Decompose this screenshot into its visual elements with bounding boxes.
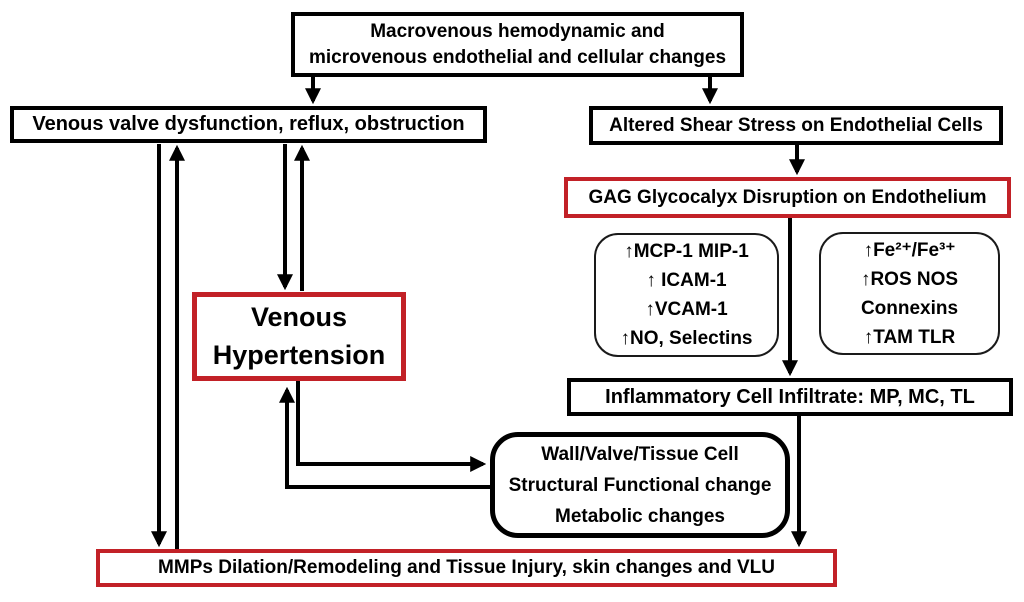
shear-stress-box: Altered Shear Stress on Endothelial Cell… (589, 106, 1003, 145)
gag-glycocalyx-box: GAG Glycocalyx Disruption on Endothelium (564, 177, 1011, 218)
mediators-line1: ↑MCP-1 MIP-1 (624, 241, 749, 262)
macro-changes-box: Macrovenous hemodynamic and microvenous … (291, 12, 744, 77)
mediators-line3: ↑VCAM-1 (645, 299, 728, 320)
iron-ros-line3: Connexins (860, 297, 959, 319)
gag-glycocalyx-label: GAG Glycocalyx Disruption on Endothelium (588, 186, 987, 208)
wall-valve-tissue-line3: Metabolic changes (555, 505, 725, 527)
macro-changes-line2: microvenous endothelial and cellular cha… (308, 46, 727, 68)
venous-hypertension-line1: Venous (250, 301, 348, 332)
valve-dysfunction-label: Venous valve dysfunction, reflux, obstru… (32, 113, 465, 135)
venous-hypertension-box: Venous Hypertension (192, 292, 406, 381)
wall-valve-tissue-line2: Structural Functional change (508, 474, 772, 496)
valve-dysfunction-box: Venous valve dysfunction, reflux, obstru… (10, 106, 487, 143)
venous-hypertension-line2: Hypertension (212, 339, 386, 370)
mmps-tissue-injury-box: MMPs Dilation/Remodeling and Tissue Inju… (96, 549, 837, 587)
iron-ros-line1: ↑Fe²⁺/Fe³⁺ (863, 239, 956, 261)
arrow-wall-to-vh (279, 386, 490, 489)
inflammatory-infiltrate-box: Inflammatory Cell Infiltrate: MP, MC, TL (567, 378, 1013, 416)
mediators-list-box: ↑MCP-1 MIP-1 ↑ ICAM-1 ↑VCAM-1 ↑NO, Selec… (594, 233, 779, 357)
iron-ros-line2: ↑ROS NOS (860, 268, 959, 290)
shear-stress-label: Altered Shear Stress on Endothelial Cell… (609, 114, 983, 136)
mediators-line4: ↑NO, Selectins (620, 328, 753, 349)
mediators-line2: ↑ ICAM-1 (646, 270, 727, 291)
macro-changes-line1: Macrovenous hemodynamic and (370, 20, 665, 42)
arrow-vh-to-wall (296, 381, 487, 472)
wall-valve-tissue-line1: Wall/Valve/Tissue Cell (541, 443, 739, 465)
iron-ros-list-box: ↑Fe²⁺/Fe³⁺ ↑ROS NOS Connexins ↑TAM TLR (819, 232, 1000, 355)
iron-ros-line4: ↑TAM TLR (863, 326, 956, 348)
wall-valve-tissue-box: Wall/Valve/Tissue Cell Structural Functi… (490, 432, 790, 538)
mmps-tissue-injury-label: MMPs Dilation/Remodeling and Tissue Inju… (158, 557, 775, 579)
inflammatory-infiltrate-label: Inflammatory Cell Infiltrate: MP, MC, TL (605, 385, 975, 408)
